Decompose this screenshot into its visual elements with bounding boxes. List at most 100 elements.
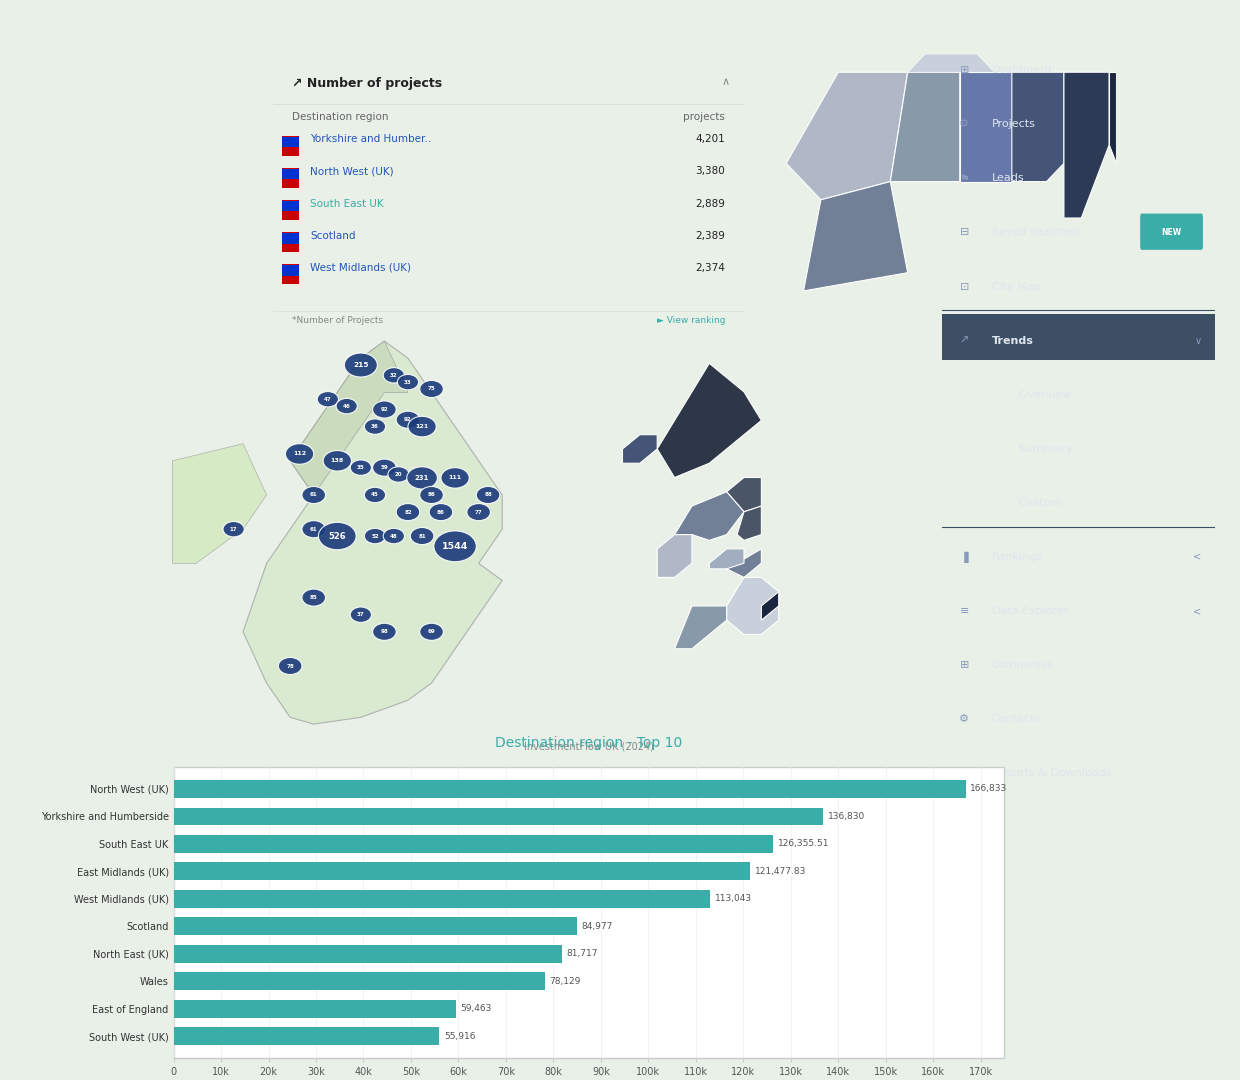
Circle shape: [365, 487, 386, 502]
Text: 82: 82: [404, 510, 412, 514]
Text: 47: 47: [324, 396, 332, 402]
Circle shape: [383, 528, 404, 543]
Text: 81,717: 81,717: [567, 949, 598, 958]
Circle shape: [317, 392, 339, 407]
Text: 77: 77: [475, 510, 482, 514]
Circle shape: [408, 416, 436, 437]
Circle shape: [350, 607, 372, 622]
Circle shape: [303, 486, 325, 503]
Text: *Number of Projects: *Number of Projects: [291, 316, 383, 325]
Polygon shape: [761, 592, 779, 620]
Bar: [174, 863, 750, 880]
Polygon shape: [786, 72, 908, 200]
Text: 46: 46: [342, 404, 351, 408]
Bar: [283, 232, 299, 253]
Bar: [283, 201, 299, 212]
Text: 112: 112: [293, 451, 306, 457]
Polygon shape: [737, 507, 761, 540]
Title: Destination region - Top 10: Destination region - Top 10: [495, 737, 683, 751]
Polygon shape: [675, 491, 744, 540]
Bar: [283, 200, 299, 220]
Text: 61: 61: [310, 492, 317, 498]
Text: 88: 88: [484, 492, 492, 498]
Circle shape: [336, 399, 357, 414]
Text: Rankings: Rankings: [992, 552, 1043, 562]
Text: 92: 92: [381, 407, 388, 411]
Text: ≡: ≡: [960, 606, 968, 616]
Text: 92: 92: [404, 417, 412, 422]
Text: ⊡: ⊡: [960, 282, 968, 292]
Text: Trends: Trends: [992, 336, 1033, 346]
Polygon shape: [622, 434, 657, 463]
Circle shape: [388, 467, 409, 482]
Polygon shape: [172, 444, 267, 564]
Text: Projects: Projects: [992, 119, 1035, 130]
Text: 113,043: 113,043: [715, 894, 753, 903]
Text: 17: 17: [229, 527, 237, 531]
Circle shape: [372, 623, 396, 640]
Circle shape: [419, 623, 444, 640]
Text: Yorkshire and Humber..: Yorkshire and Humber..: [310, 134, 432, 145]
Circle shape: [365, 419, 386, 434]
Text: NEW: NEW: [1162, 228, 1182, 237]
Circle shape: [285, 444, 314, 464]
Text: 69: 69: [428, 630, 435, 634]
Text: ∨: ∨: [1194, 336, 1202, 346]
Text: 75: 75: [428, 387, 435, 391]
Circle shape: [419, 380, 444, 397]
Bar: [174, 1027, 439, 1045]
Text: South East UK: South East UK: [310, 199, 384, 208]
Circle shape: [372, 401, 396, 418]
Text: Reports & Downloads: Reports & Downloads: [992, 768, 1111, 779]
Text: 52: 52: [371, 534, 378, 539]
Text: 20: 20: [394, 472, 402, 477]
Text: 48: 48: [389, 534, 398, 539]
Bar: [283, 170, 299, 179]
Text: 37: 37: [357, 612, 365, 617]
Circle shape: [350, 460, 372, 475]
Text: 86: 86: [436, 510, 445, 514]
Polygon shape: [709, 549, 744, 569]
Text: Dashboard: Dashboard: [992, 65, 1052, 76]
Text: 231: 231: [415, 475, 429, 481]
Text: - Summary: - Summary: [1011, 444, 1073, 454]
Text: 45: 45: [371, 492, 379, 498]
Polygon shape: [727, 477, 761, 512]
Circle shape: [466, 503, 491, 521]
Text: InvestmentFlow UK (2024): InvestmentFlow UK (2024): [525, 741, 653, 752]
Bar: [174, 917, 577, 935]
Circle shape: [372, 459, 396, 476]
Text: 85: 85: [310, 595, 317, 600]
Text: 138: 138: [331, 458, 343, 463]
Text: 78,129: 78,129: [549, 976, 580, 986]
Polygon shape: [890, 72, 960, 181]
Text: 84,977: 84,977: [582, 922, 613, 931]
Text: North West (UK): North West (UK): [310, 166, 394, 176]
Text: ⚙: ⚙: [960, 119, 970, 130]
Bar: [283, 137, 299, 147]
Text: 526: 526: [329, 531, 346, 540]
Bar: [283, 167, 299, 188]
Circle shape: [397, 503, 419, 521]
Text: 2,889: 2,889: [696, 199, 725, 208]
Text: ► View ranking: ► View ranking: [657, 316, 725, 325]
Circle shape: [303, 521, 325, 538]
Circle shape: [429, 503, 453, 521]
Text: 111: 111: [449, 475, 461, 481]
Bar: [174, 1000, 456, 1017]
Circle shape: [365, 528, 386, 543]
Polygon shape: [290, 341, 408, 495]
Bar: [174, 808, 823, 825]
Text: Destination region: Destination region: [291, 112, 388, 122]
Polygon shape: [804, 181, 908, 291]
Text: 81: 81: [418, 534, 425, 539]
Bar: [174, 972, 544, 990]
Circle shape: [319, 523, 356, 550]
Bar: [283, 233, 299, 243]
Polygon shape: [1012, 72, 1064, 181]
Polygon shape: [1109, 72, 1116, 163]
Text: - Overview: - Overview: [1011, 390, 1070, 400]
Text: 33: 33: [404, 380, 412, 384]
Circle shape: [303, 589, 325, 606]
Text: Saved searches: Saved searches: [992, 228, 1079, 238]
